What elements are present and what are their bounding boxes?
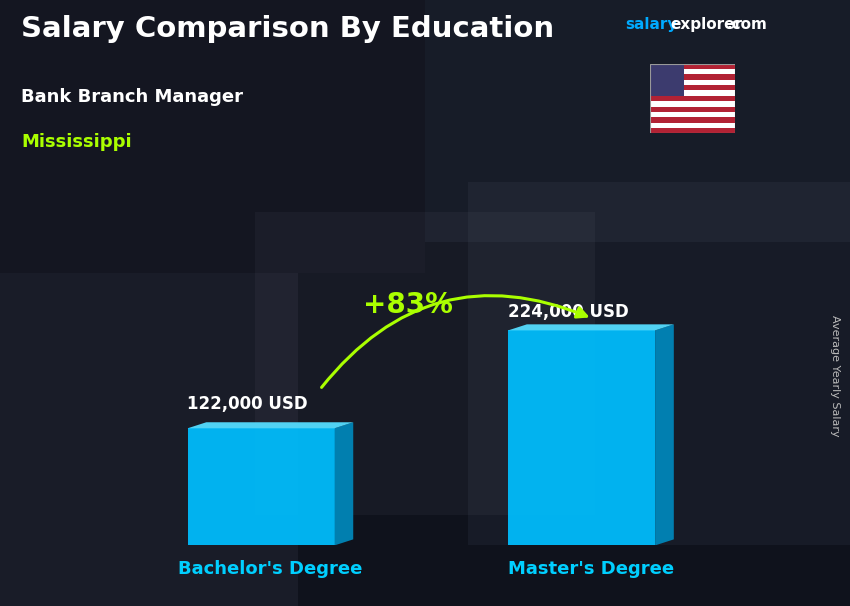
Bar bbox=[650, 112, 735, 117]
Polygon shape bbox=[655, 324, 674, 545]
Text: Salary Comparison By Education: Salary Comparison By Education bbox=[21, 15, 554, 43]
Polygon shape bbox=[188, 422, 354, 428]
Bar bbox=[650, 75, 735, 80]
Text: .com: .com bbox=[727, 17, 768, 32]
Text: Bachelor's Degree: Bachelor's Degree bbox=[178, 561, 363, 579]
Text: 122,000 USD: 122,000 USD bbox=[187, 395, 308, 413]
Bar bbox=[650, 107, 735, 112]
Text: explorer: explorer bbox=[671, 17, 743, 32]
Bar bbox=[188, 428, 335, 545]
Bar bbox=[650, 101, 735, 107]
Bar bbox=[255, 212, 595, 515]
Bar bbox=[508, 330, 655, 545]
Bar bbox=[650, 122, 735, 128]
FancyArrowPatch shape bbox=[321, 296, 586, 387]
Polygon shape bbox=[508, 324, 674, 330]
Bar bbox=[650, 85, 735, 90]
Text: +83%: +83% bbox=[363, 290, 453, 319]
Polygon shape bbox=[335, 422, 354, 545]
Bar bbox=[0, 0, 425, 273]
Text: Bank Branch Manager: Bank Branch Manager bbox=[21, 88, 243, 106]
Bar bbox=[650, 117, 735, 122]
Text: salary: salary bbox=[625, 17, 677, 32]
Bar bbox=[650, 96, 735, 101]
Bar bbox=[0, 273, 298, 606]
Bar bbox=[468, 182, 850, 545]
Bar bbox=[425, 0, 850, 242]
Bar bbox=[650, 64, 684, 96]
Text: Average Yearly Salary: Average Yearly Salary bbox=[830, 315, 840, 436]
Bar bbox=[650, 69, 735, 75]
Text: 224,000 USD: 224,000 USD bbox=[508, 302, 629, 321]
Bar bbox=[650, 80, 735, 85]
Bar bbox=[650, 90, 735, 96]
Bar bbox=[650, 128, 735, 133]
Bar bbox=[650, 64, 735, 69]
Text: Mississippi: Mississippi bbox=[21, 133, 132, 152]
Text: Master's Degree: Master's Degree bbox=[508, 561, 674, 579]
